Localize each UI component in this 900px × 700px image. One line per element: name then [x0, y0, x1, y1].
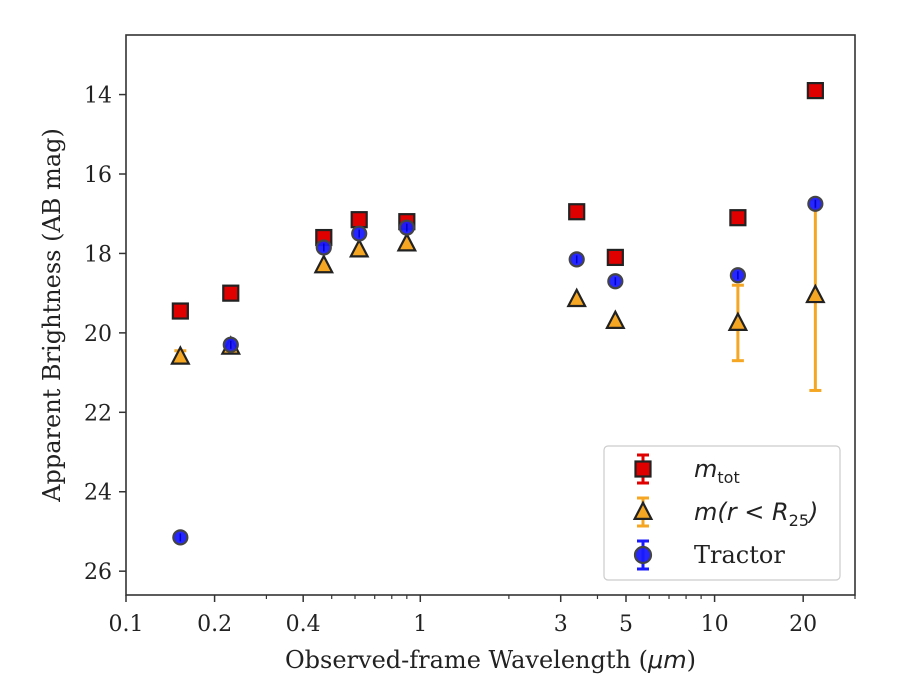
x-axis-label-end: ): [687, 646, 696, 674]
data-point-square: [222, 284, 240, 302]
plot-frame: [125, 34, 856, 596]
legend-marker-square: [634, 460, 652, 478]
series-triangle: [170, 198, 826, 392]
y-tick-label: 20: [84, 322, 112, 347]
data-point-square: [729, 209, 747, 227]
x-tick-label: 0.2: [197, 612, 232, 637]
y-tick-label: 24: [84, 481, 112, 506]
legend-label-sub: 25: [789, 511, 809, 530]
legend-box: [603, 445, 841, 581]
data-point-triangle: [605, 309, 626, 329]
legend-label: mtot: [694, 455, 740, 487]
data-point-square: [350, 211, 368, 229]
data-point-triangle: [396, 231, 418, 252]
x-axis-label: Observed-frame Wavelength (μm): [285, 646, 696, 674]
legend-label-base: m: [694, 455, 717, 483]
y-tick-label: 16: [84, 163, 112, 188]
data-point-square: [606, 248, 624, 267]
data-point-square: [806, 82, 824, 100]
legend-label-base: m(r < R: [694, 498, 789, 526]
y-tick-label: 26: [84, 560, 112, 585]
y-tick-label: 18: [84, 242, 112, 267]
data-point-triangle: [348, 237, 370, 258]
data-point-triangle: [566, 287, 587, 308]
y-tick-label: 14: [84, 84, 112, 109]
data-point-square: [568, 203, 586, 221]
data-point-triangle: [313, 253, 335, 274]
legend-label: Tractor: [694, 541, 785, 569]
legend-label-close: ): [807, 498, 818, 526]
x-tick-label: 0.4: [286, 612, 321, 637]
legend-marker-circle: [633, 545, 653, 565]
data-point-triangle: [727, 311, 749, 331]
x-tick-label: 10: [701, 612, 729, 637]
axes: 0.1 0.2 0.4 1 3 5 10 20 14 16 18 20 22 24 26 Observed-f…: [38, 34, 856, 674]
legend-marker-triangle: [632, 500, 654, 521]
series-circle: [172, 195, 824, 546]
x-tick-label: 1: [413, 612, 427, 637]
x-axis-label-main: Observed-frame Wavelength (: [285, 646, 648, 674]
x-tick-label: 3: [554, 612, 568, 637]
y-tick-label: 22: [84, 401, 112, 426]
x-tick-label: 0.1: [109, 612, 144, 637]
x-tick-label: 5: [619, 612, 633, 637]
legend: mtot m(r < R25) Tractor: [603, 445, 841, 581]
legend-label: m(r < R25): [694, 498, 818, 530]
y-axis-label: Apparent Brightness (AB mag): [38, 128, 66, 503]
data-point-square: [171, 302, 189, 320]
plot-area: [170, 82, 826, 546]
data-point-triangle: [170, 345, 191, 365]
data-point-triangle: [805, 283, 826, 304]
legend-label-sub: tot: [717, 468, 739, 487]
x-tick-label: 20: [789, 612, 817, 637]
x-axis-label-unit: μm: [647, 646, 687, 674]
